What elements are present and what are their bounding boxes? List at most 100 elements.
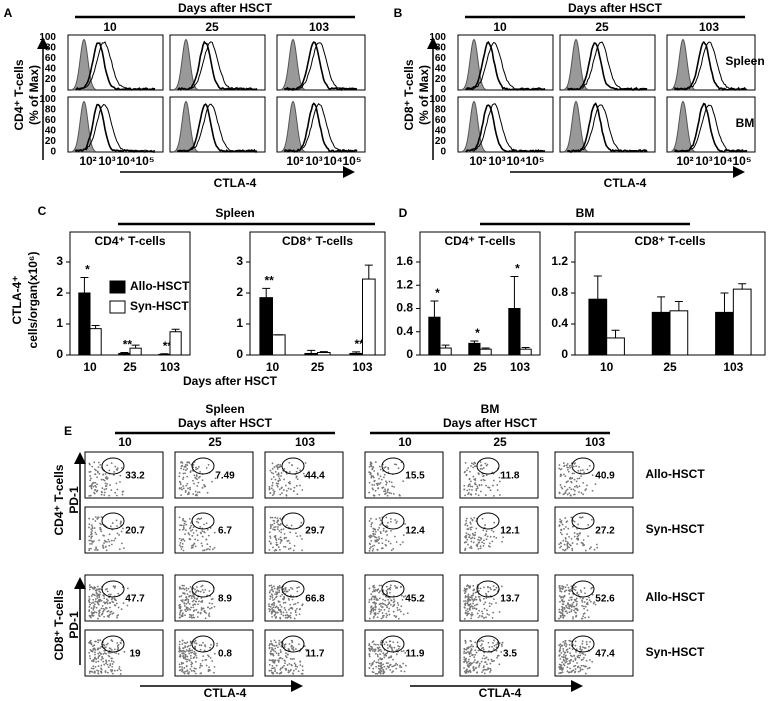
event-dot: [126, 604, 129, 607]
gate: [191, 580, 215, 598]
event-dot: [563, 464, 566, 467]
gate: [281, 512, 305, 530]
event-dot: [374, 530, 377, 533]
event-dot: [179, 603, 182, 606]
event-dot: [290, 663, 293, 666]
event-dot: [483, 586, 485, 589]
event-dot: [102, 660, 105, 663]
event-dot: [477, 472, 480, 475]
event-dot: [90, 607, 93, 609]
event-dot: [179, 586, 181, 589]
event-dot: [283, 536, 286, 539]
event-dot: [296, 586, 299, 589]
event-dot: [98, 596, 101, 598]
event-dot: [463, 484, 466, 487]
event-dot: [474, 534, 477, 536]
event-dot: [572, 519, 575, 522]
event-dot: [558, 467, 561, 470]
event-dot: [384, 493, 386, 495]
event-dot: [179, 607, 182, 610]
event-dot: [395, 463, 398, 466]
event-dot: [378, 603, 381, 606]
event-dot: [268, 540, 271, 543]
event-dot: [182, 587, 185, 590]
event-dot: [180, 587, 183, 590]
event-dot: [119, 641, 122, 644]
event-dot: [374, 533, 376, 535]
event-dot: [287, 487, 290, 490]
event-dot: [578, 465, 580, 468]
event-dot: [480, 644, 482, 647]
event-dot: [102, 607, 105, 610]
event-dot: [568, 605, 571, 608]
event-dot: [181, 584, 184, 587]
event-dot: [379, 590, 381, 592]
gate-percentage: 52.6: [595, 594, 615, 605]
event-dot: [91, 465, 94, 468]
event-dot: [192, 669, 195, 672]
event-dot: [373, 615, 375, 618]
event-dot: [304, 462, 307, 464]
gate: [571, 512, 595, 530]
y-tick-label: 2: [236, 285, 243, 299]
event-dot: [474, 604, 476, 607]
event-dot: [463, 592, 466, 595]
event-dot: [486, 609, 488, 612]
event-dot: [91, 671, 94, 673]
event-dot: [374, 609, 377, 611]
event-dot: [482, 666, 485, 669]
event-dot: [375, 661, 378, 664]
event-dot: [578, 477, 581, 480]
event-dot: [385, 641, 388, 644]
event-dot: [272, 606, 275, 609]
event-dot: [489, 489, 492, 492]
event-dot: [93, 468, 96, 471]
event-dot: [392, 641, 395, 644]
event-dot: [571, 549, 574, 552]
chart-title: CD4⁺ T-cells: [94, 234, 165, 248]
event-dot: [114, 537, 117, 540]
event-dot: [278, 589, 281, 592]
event-dot: [182, 538, 185, 541]
event-dot: [573, 493, 576, 496]
event-dot: [382, 529, 385, 532]
row-label: Allo-HSCT: [645, 467, 705, 481]
event-dot: [289, 612, 292, 614]
event-dot: [201, 535, 204, 538]
event-dot: [399, 610, 402, 613]
event-dot: [186, 468, 189, 470]
event-dot: [464, 600, 467, 602]
event-dot: [585, 603, 588, 605]
event-dot: [284, 655, 287, 657]
event-dot: [370, 597, 373, 600]
event-dot: [275, 664, 278, 667]
event-dot: [182, 524, 185, 527]
event-dot: [199, 475, 201, 478]
event-dot: [385, 662, 388, 665]
event-dot: [90, 650, 93, 653]
event-dot: [376, 653, 379, 656]
event-dot: [102, 545, 104, 548]
event-dot: [587, 535, 589, 537]
event-dot: [205, 538, 208, 541]
event-dot: [381, 486, 384, 489]
event-dot: [94, 594, 96, 597]
event-dot: [473, 478, 476, 481]
event-dot: [269, 469, 272, 472]
event-dot: [580, 491, 583, 494]
gate: [381, 457, 405, 475]
event-dot: [199, 611, 202, 614]
event-dot: [577, 665, 579, 668]
event-dot: [196, 539, 199, 542]
event-dot: [391, 485, 394, 488]
event-dot: [372, 585, 374, 588]
event-dot: [478, 598, 481, 600]
event-dot: [271, 494, 274, 497]
event-dot: [97, 639, 100, 642]
event-dot: [471, 485, 474, 488]
event-dot: [496, 484, 499, 486]
label: 10: [398, 435, 412, 449]
event-dot: [295, 668, 297, 670]
event-dot: [289, 531, 292, 534]
bar: [519, 348, 532, 356]
